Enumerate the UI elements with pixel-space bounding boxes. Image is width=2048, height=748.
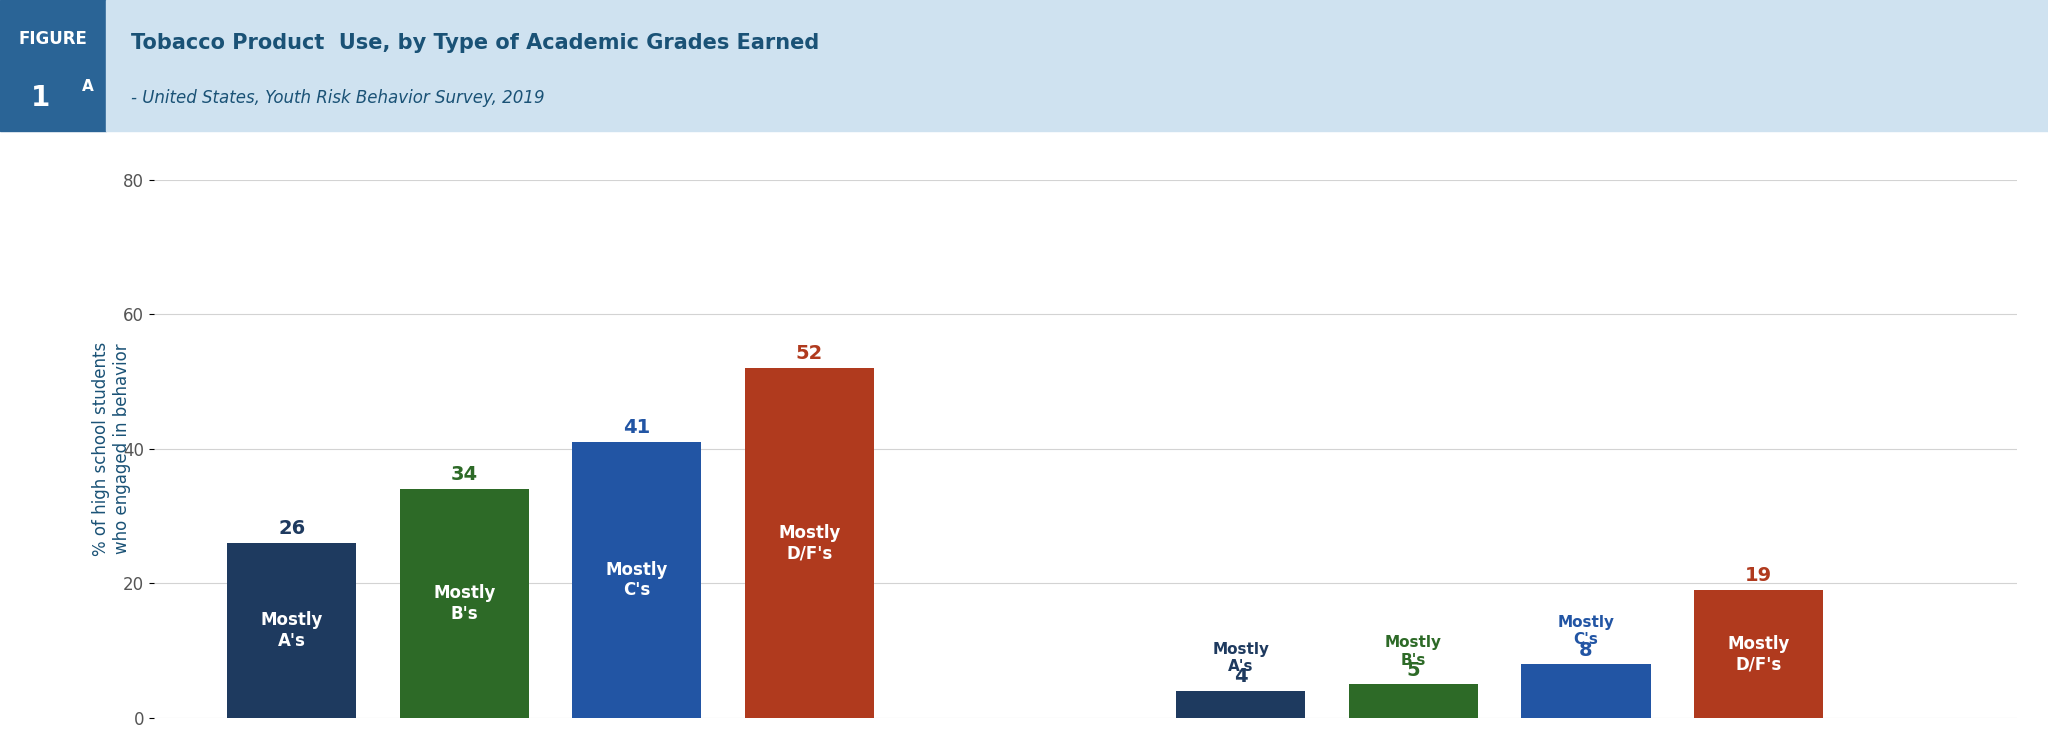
Bar xyxy=(1522,664,1651,718)
Text: Mostly
C's: Mostly C's xyxy=(1556,615,1614,647)
Text: - United States, Youth Risk Behavior Survey, 2019: - United States, Youth Risk Behavior Sur… xyxy=(131,89,545,107)
Text: 34: 34 xyxy=(451,465,477,485)
Bar xyxy=(0,0,106,131)
Text: Mostly
A's: Mostly A's xyxy=(1212,642,1270,675)
Text: 41: 41 xyxy=(623,418,651,438)
Bar xyxy=(1694,590,1823,718)
Text: 52: 52 xyxy=(797,344,823,364)
Text: Mostly
D/F's: Mostly D/F's xyxy=(778,524,840,562)
Text: Mostly
B's: Mostly B's xyxy=(432,584,496,623)
Bar xyxy=(1348,684,1479,718)
Text: 8: 8 xyxy=(1579,640,1593,660)
Text: 1: 1 xyxy=(31,85,51,112)
Y-axis label: % of high school students
who engaged in behavior: % of high school students who engaged in… xyxy=(92,342,131,556)
Text: Mostly
D/F's: Mostly D/F's xyxy=(1726,635,1790,673)
Text: Mostly
A's: Mostly A's xyxy=(260,611,324,650)
Text: A: A xyxy=(82,79,94,94)
Text: 4: 4 xyxy=(1235,667,1247,687)
Bar xyxy=(227,543,356,718)
Bar xyxy=(399,489,528,718)
Text: 19: 19 xyxy=(1745,566,1772,586)
Text: Tobacco Product  Use, by Type of Academic Grades Earned: Tobacco Product Use, by Type of Academic… xyxy=(131,33,819,53)
Bar xyxy=(745,368,874,718)
Text: 26: 26 xyxy=(279,519,305,539)
Bar xyxy=(571,442,702,718)
Text: 5: 5 xyxy=(1407,660,1419,680)
Text: FIGURE: FIGURE xyxy=(18,30,88,49)
Text: Mostly
B's: Mostly B's xyxy=(1384,635,1442,667)
Text: Mostly
C's: Mostly C's xyxy=(606,561,668,599)
Bar xyxy=(1176,691,1305,718)
